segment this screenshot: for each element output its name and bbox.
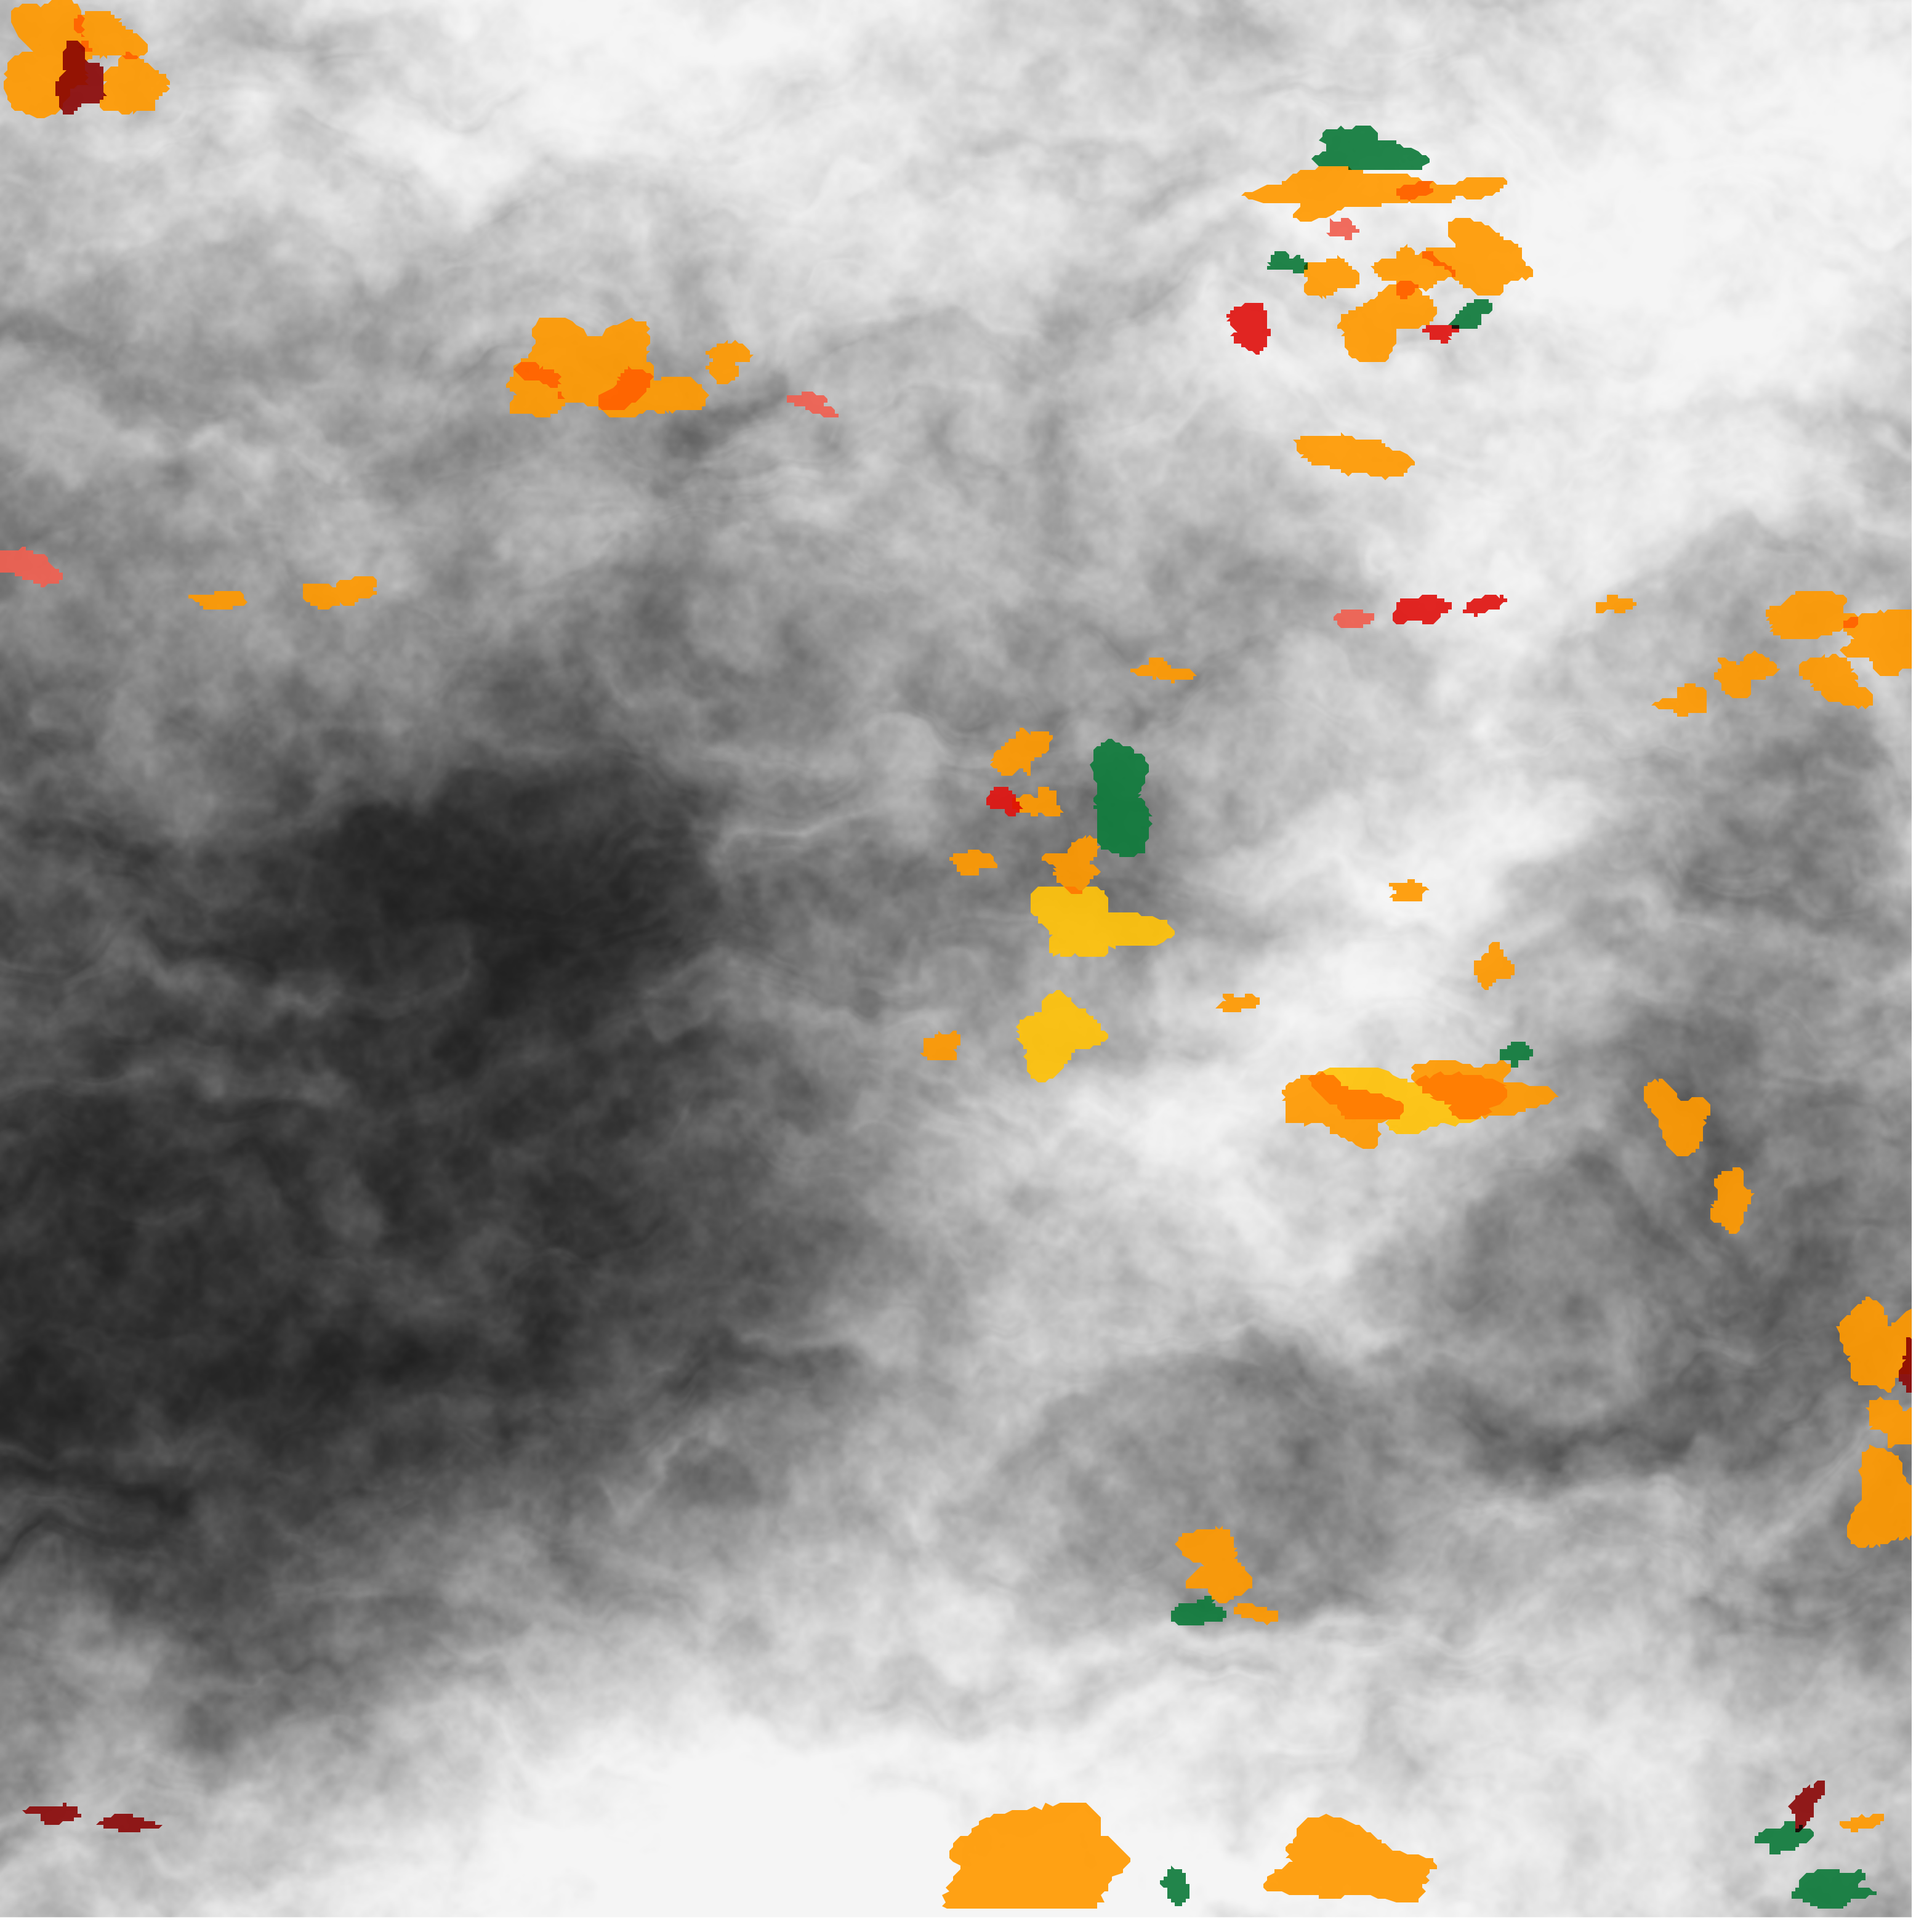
satellite-base-imagery <box>0 0 1932 1932</box>
satellite-image-viewer[interactable]: Convective Cell Intensity Moderate Stron… <box>0 0 1932 1932</box>
